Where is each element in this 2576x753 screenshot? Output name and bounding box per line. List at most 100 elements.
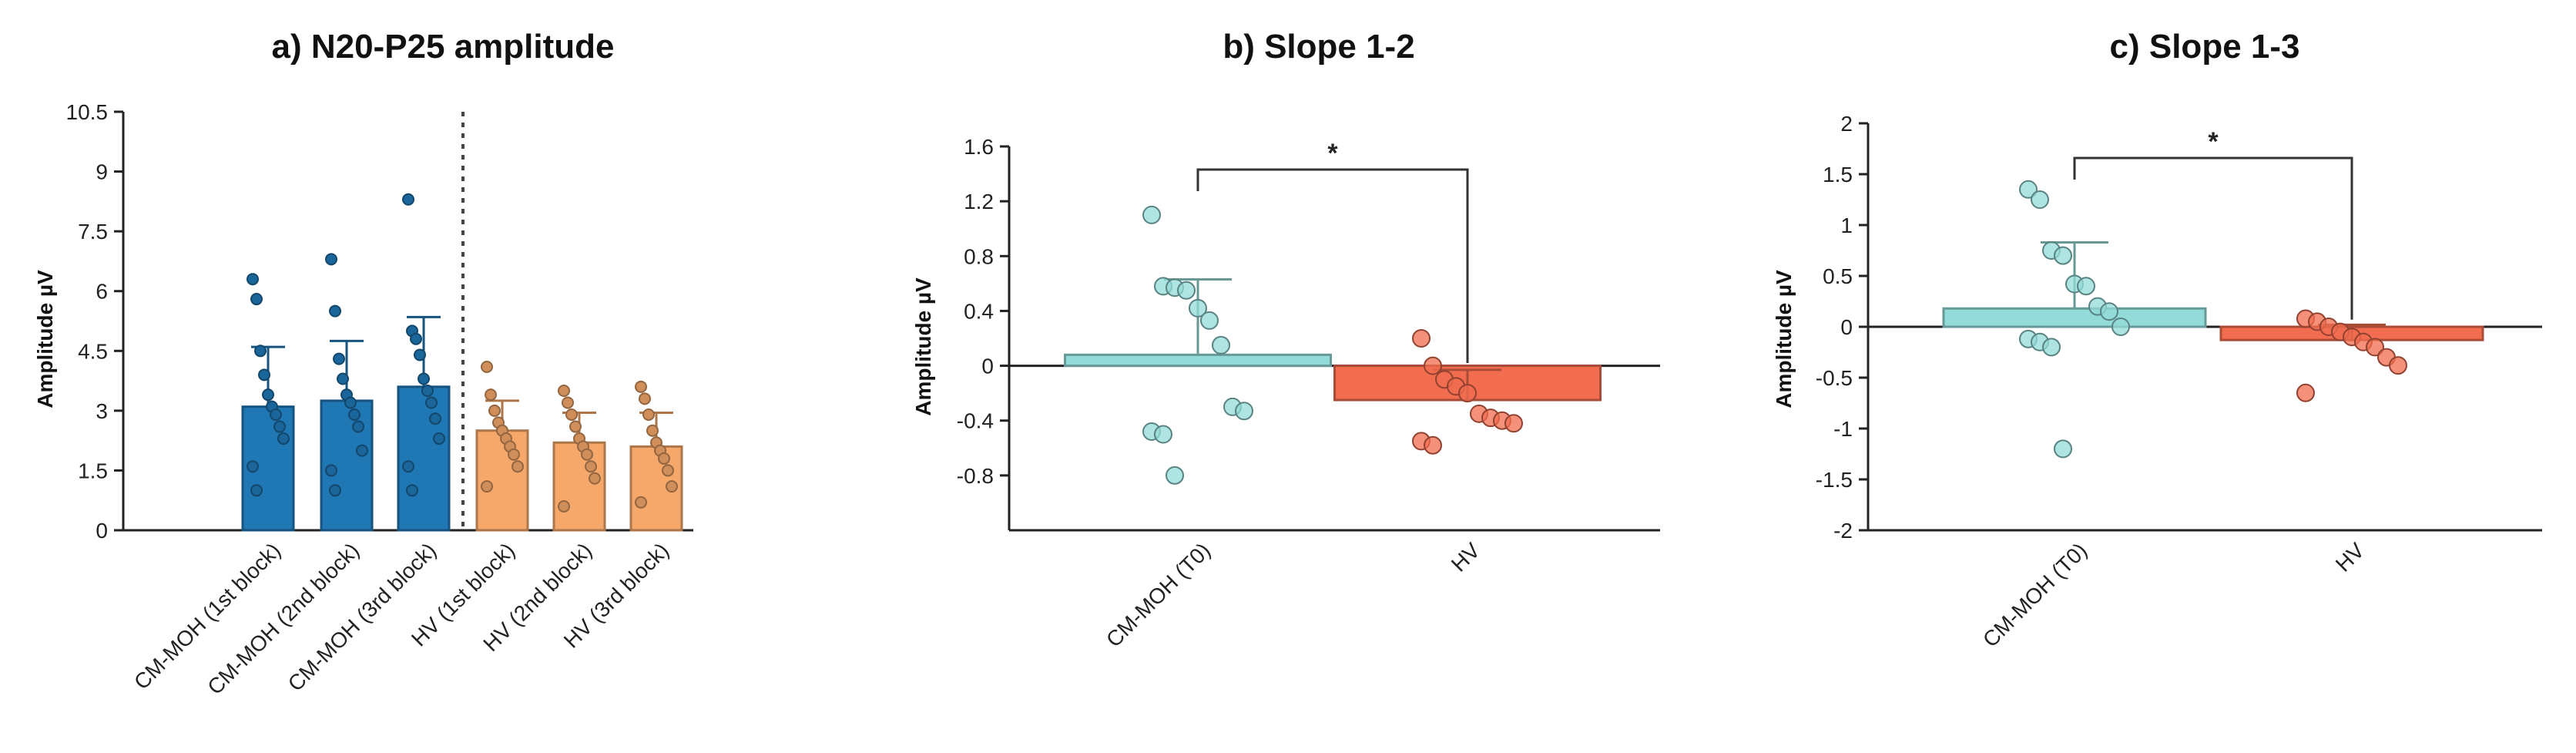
data-point: [325, 253, 337, 266]
y-tick-label: 1: [1840, 213, 1853, 237]
data-point: [646, 424, 659, 437]
panel-slope-1-2: b) Slope 1-2 Amplitude µV -0.8 -0.4 0 0.4 0.…: [911, 28, 1660, 652]
significance-label: *: [1327, 139, 1338, 168]
bar: [1942, 307, 2207, 328]
data-point: [402, 193, 414, 206]
data-point: [414, 348, 426, 361]
panel-slope-1-3: c) Slope 1-3 Amplitude µV -2 -1.5 -1 -0.5 0 0…: [1772, 28, 2542, 652]
category-label: HV: [1447, 538, 1485, 577]
y-axis-label: Amplitude µV: [33, 270, 57, 408]
significance-bracket: [2073, 156, 2353, 320]
data-point: [639, 392, 651, 405]
data-point: [666, 480, 678, 493]
data-point: [1154, 425, 1172, 444]
y-tick-label: 6: [96, 280, 108, 304]
y-tick-label: 1.6: [964, 135, 994, 159]
data-point: [250, 293, 263, 306]
data-point: [1504, 414, 1523, 433]
data-point: [2077, 277, 2095, 296]
bar: [397, 385, 451, 532]
data-point: [558, 385, 570, 397]
data-point: [1412, 329, 1431, 348]
data-point: [425, 396, 438, 409]
data-point: [406, 484, 418, 497]
data-point: [337, 372, 349, 385]
data-point: [1200, 311, 1219, 330]
bar: [552, 441, 606, 532]
data-point: [277, 432, 290, 445]
data-point: [658, 452, 670, 465]
data-point: [1189, 298, 1207, 318]
data-point: [1424, 435, 1442, 455]
data-point: [565, 408, 578, 422]
y-tick-label: -0.4: [957, 409, 994, 433]
data-point: [348, 408, 361, 422]
category-label: CM-MOH (1st block): [129, 538, 285, 694]
data-point: [585, 460, 597, 473]
y-tick-label: 1.5: [78, 459, 108, 482]
data-point: [642, 408, 655, 422]
category-label: CM-MOH (2nd block): [203, 538, 364, 699]
y-tick-label: 7.5: [78, 220, 108, 244]
data-point: [270, 408, 282, 422]
category-label: CM-MOH (3rd block): [283, 538, 441, 696]
significance-label: *: [2208, 127, 2219, 156]
y-tick-label: -1: [1833, 417, 1853, 441]
data-point: [1142, 205, 1161, 224]
y-tick-label: 0.8: [964, 244, 994, 268]
data-point: [429, 412, 441, 425]
data-point: [558, 499, 570, 513]
data-point: [2111, 318, 2130, 336]
y-tick-label: 2: [1840, 112, 1853, 136]
data-point: [333, 352, 345, 365]
data-point: [247, 460, 259, 473]
data-point: [2019, 180, 2038, 199]
y-axis-label: Amplitude µV: [1772, 270, 1796, 408]
y-tick-label: 10.5: [66, 100, 109, 124]
y-tick-label: 0: [1840, 315, 1853, 339]
panel-n20-p25-amplitude: a) N20-P25 amplitude Amplitude µV 0 1.5 3 4…: [33, 28, 693, 699]
data-point: [325, 464, 337, 477]
chart-title: b) Slope 1-2: [1223, 28, 1414, 66]
category-label: CM-MOH (T0): [1102, 538, 1215, 651]
y-tick-label: 1.5: [1823, 163, 1853, 187]
data-point: [2366, 338, 2384, 357]
category-label: HV: [2331, 538, 2370, 577]
y-axis-label: Amplitude µV: [911, 277, 935, 416]
data-point: [402, 460, 414, 473]
data-point: [2389, 356, 2407, 375]
data-point: [418, 372, 430, 385]
data-point: [2054, 439, 2072, 459]
data-point: [1177, 281, 1196, 300]
data-point: [2031, 190, 2049, 209]
y-tick-label: 0: [981, 355, 994, 378]
data-point: [488, 404, 501, 417]
category-label: CM-MOH (T0): [1978, 538, 2091, 651]
data-point: [2042, 338, 2061, 357]
y-tick-label: 0.5: [1823, 264, 1853, 288]
data-point: [635, 496, 647, 509]
data-point: [485, 388, 497, 402]
y-tick-label: -1.5: [1816, 468, 1853, 492]
data-point: [589, 472, 601, 485]
y-tick-label: 0.4: [964, 299, 994, 323]
y-tick-label: 4.5: [78, 339, 108, 363]
data-point: [410, 332, 422, 345]
data-point: [329, 304, 341, 318]
data-point: [1166, 466, 1184, 485]
significance-bracket: [1196, 168, 1469, 364]
y-tick-label: 0: [96, 519, 108, 543]
data-point: [508, 448, 520, 461]
y-tick-label: -0.5: [1816, 366, 1853, 390]
data-point: [569, 420, 582, 433]
data-point: [352, 420, 364, 433]
data-point: [2296, 383, 2315, 402]
y-tick-label: 3: [96, 399, 108, 423]
data-point: [581, 448, 593, 461]
y-tick-label: -2: [1833, 519, 1853, 543]
data-point: [635, 380, 647, 393]
data-point: [512, 460, 524, 473]
data-point: [2054, 246, 2072, 265]
data-point: [329, 484, 341, 497]
